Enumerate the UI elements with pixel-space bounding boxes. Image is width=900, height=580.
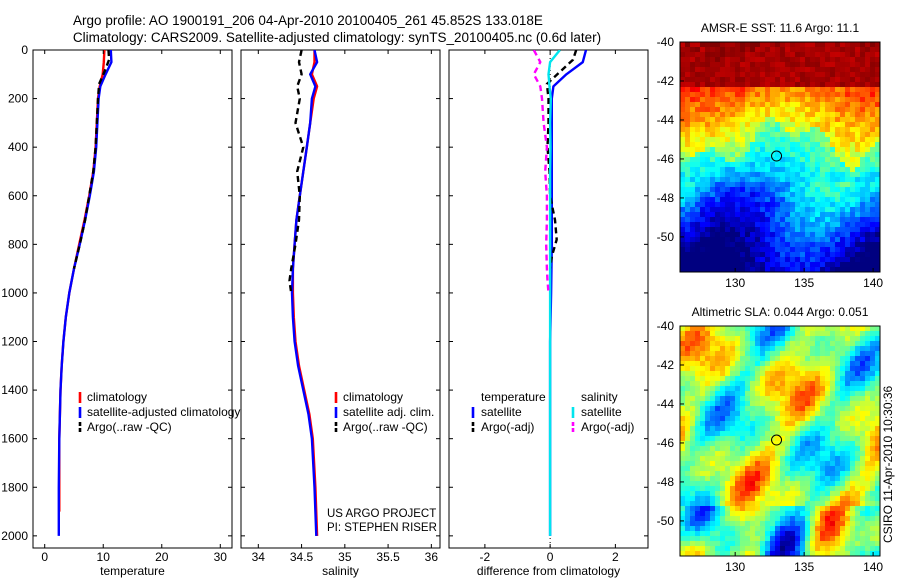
map1-ytick-label-0: -40 [657,319,675,333]
panel0-xtick-label-2: 20 [155,550,169,564]
figure-title-line1: Argo profile: AO 1900191_206 04-Apr-2010… [73,13,543,28]
panel1-legend-label-2: Argo(..raw -QC) [343,420,428,434]
panel1-xtick-label-4: 36 [425,550,439,564]
panel2-series-3-line [532,50,550,293]
panel0-legend-label-2: Argo(..raw -QC) [87,420,172,434]
map0-title: AMSR-E SST: 11.6 Argo: 11.1 [701,21,860,35]
panel0-ytick-label-1: 200 [8,92,28,106]
panel0-legend-label-0: climatology [87,390,147,404]
map0-ytick-label-1: -42 [657,74,675,88]
panel0-xtick-label-0: 0 [41,550,48,564]
map1-field [680,326,881,557]
panel0-ytick-label-8: 1600 [1,432,28,446]
map1-ytick-label-1: -42 [657,358,675,372]
panel1-xtick-label-3: 35.5 [376,550,400,564]
panel0-ytick-label-2: 400 [8,140,28,154]
map0-xtick-label-1: 135 [794,276,814,290]
profile-plots-layer [57,50,588,548]
panel0-xtick-label-3: 30 [214,550,228,564]
map0-frame [679,41,881,273]
map0-ytick-label-0: -40 [657,35,675,49]
panel0-ytick-label-3: 600 [8,189,28,203]
sst-map: AMSR-E SST: 11.6 Argo: 11.1 130 135 140 -40 -… [657,21,884,290]
panel1-xtick-label-1: 34.5 [290,550,314,564]
panel1-xtick-label-0: 34 [252,550,266,564]
panel2-series-group [532,50,588,536]
map1-title: Altimetric SLA: 0.044 Argo: 0.051 [692,305,869,319]
panel0-ytick-label-0: 0 [21,43,28,57]
map0-ytick-label-5: -50 [657,230,675,244]
axes-layer: 0 10 20 30020040060080010001200140016001800… [1,43,648,578]
map0-xtick-label-2: 140 [863,276,883,290]
map0-argo-position-marker [771,150,783,162]
panel0-ytick-label-5: 1000 [1,286,28,300]
panel0-ytick-label-4: 800 [8,237,28,251]
panel0-series-group [57,50,113,536]
map0-xtick-label-0: 130 [725,276,745,290]
project-label-line1: US ARGO PROJECT [327,508,436,520]
panel2-legend-label-1-1: Argo(-adj) [581,420,634,434]
timestamp-side-label: CSIRO 11-Apr-2010 10:30:36 [881,385,895,543]
temperature-panel-frame [32,49,233,549]
map0-field [680,42,881,273]
panel0-ytick-label-6: 1200 [1,335,28,349]
panel1-xtick-label-2: 35 [338,550,352,564]
panel1-series-2-line [288,50,305,294]
map1-frame [679,325,881,557]
map0-ytick-label-2: -44 [657,113,675,127]
panel2-legend-label-0-1: Argo(-adj) [481,420,534,434]
panel1-series-group [288,50,319,536]
map1-ytick-label-2: -44 [657,397,675,411]
project-label-line2: PI: STEPHEN RISER [327,522,437,534]
panel0-ytick-label-7: 1400 [1,383,28,397]
difference-panel-frame [448,49,649,549]
panel2-xtick-label-1: 0 [547,550,554,564]
panel2-xtick-label-2: 2 [612,550,619,564]
panel2-xtick-label-0: -2 [480,550,491,564]
panel2-legend-label-1-0: satellite [581,405,622,419]
map1-xtick-label-2: 140 [863,560,883,574]
panel1-legend-label-0: climatology [343,390,403,404]
figure-title-line2: Climatology: CARS2009. Satellite-adjuste… [73,30,601,45]
map1-xtick-label-1: 135 [794,560,814,574]
map0-ytick-label-4: -48 [657,191,675,205]
map1-argo-position-marker [771,434,783,446]
map1-ytick-label-4: -48 [657,475,675,489]
panel2-legend-group-title-1: salinity [581,390,618,404]
panel2-legend-group-title-0: temperature [481,390,546,404]
salinity-panel-frame [240,49,441,549]
panel0-xtick-label-1: 10 [97,550,111,564]
panel0-ytick-label-9: 1800 [1,480,28,494]
map0-ytick-label-3: -46 [657,152,675,166]
panel0-legend-label-1: satellite-adjusted climatology [87,405,240,419]
panel1-series-1-line [290,50,319,536]
map1-xtick-label-0: 130 [725,560,745,574]
map1-ytick-label-5: -50 [657,514,675,528]
panel0-series-2-line [72,50,111,269]
map1-ytick-label-3: -46 [657,436,675,450]
panel1-xlabel: salinity [322,564,359,578]
sla-map: Altimetric SLA: 0.044 Argo: 0.051 130 135 1… [657,305,884,574]
panel0-xlabel: temperature [100,564,165,578]
panel0-ytick-label-10: 2000 [1,529,28,543]
panel2-legend-label-0-0: satellite [481,405,522,419]
panel1-legend-label-1: satellite adj. clim. [343,405,434,419]
panel2-series-1-line [545,50,578,269]
panel2-xlabel: difference from climatology [477,564,620,578]
panel2-series-2-line [547,50,561,536]
